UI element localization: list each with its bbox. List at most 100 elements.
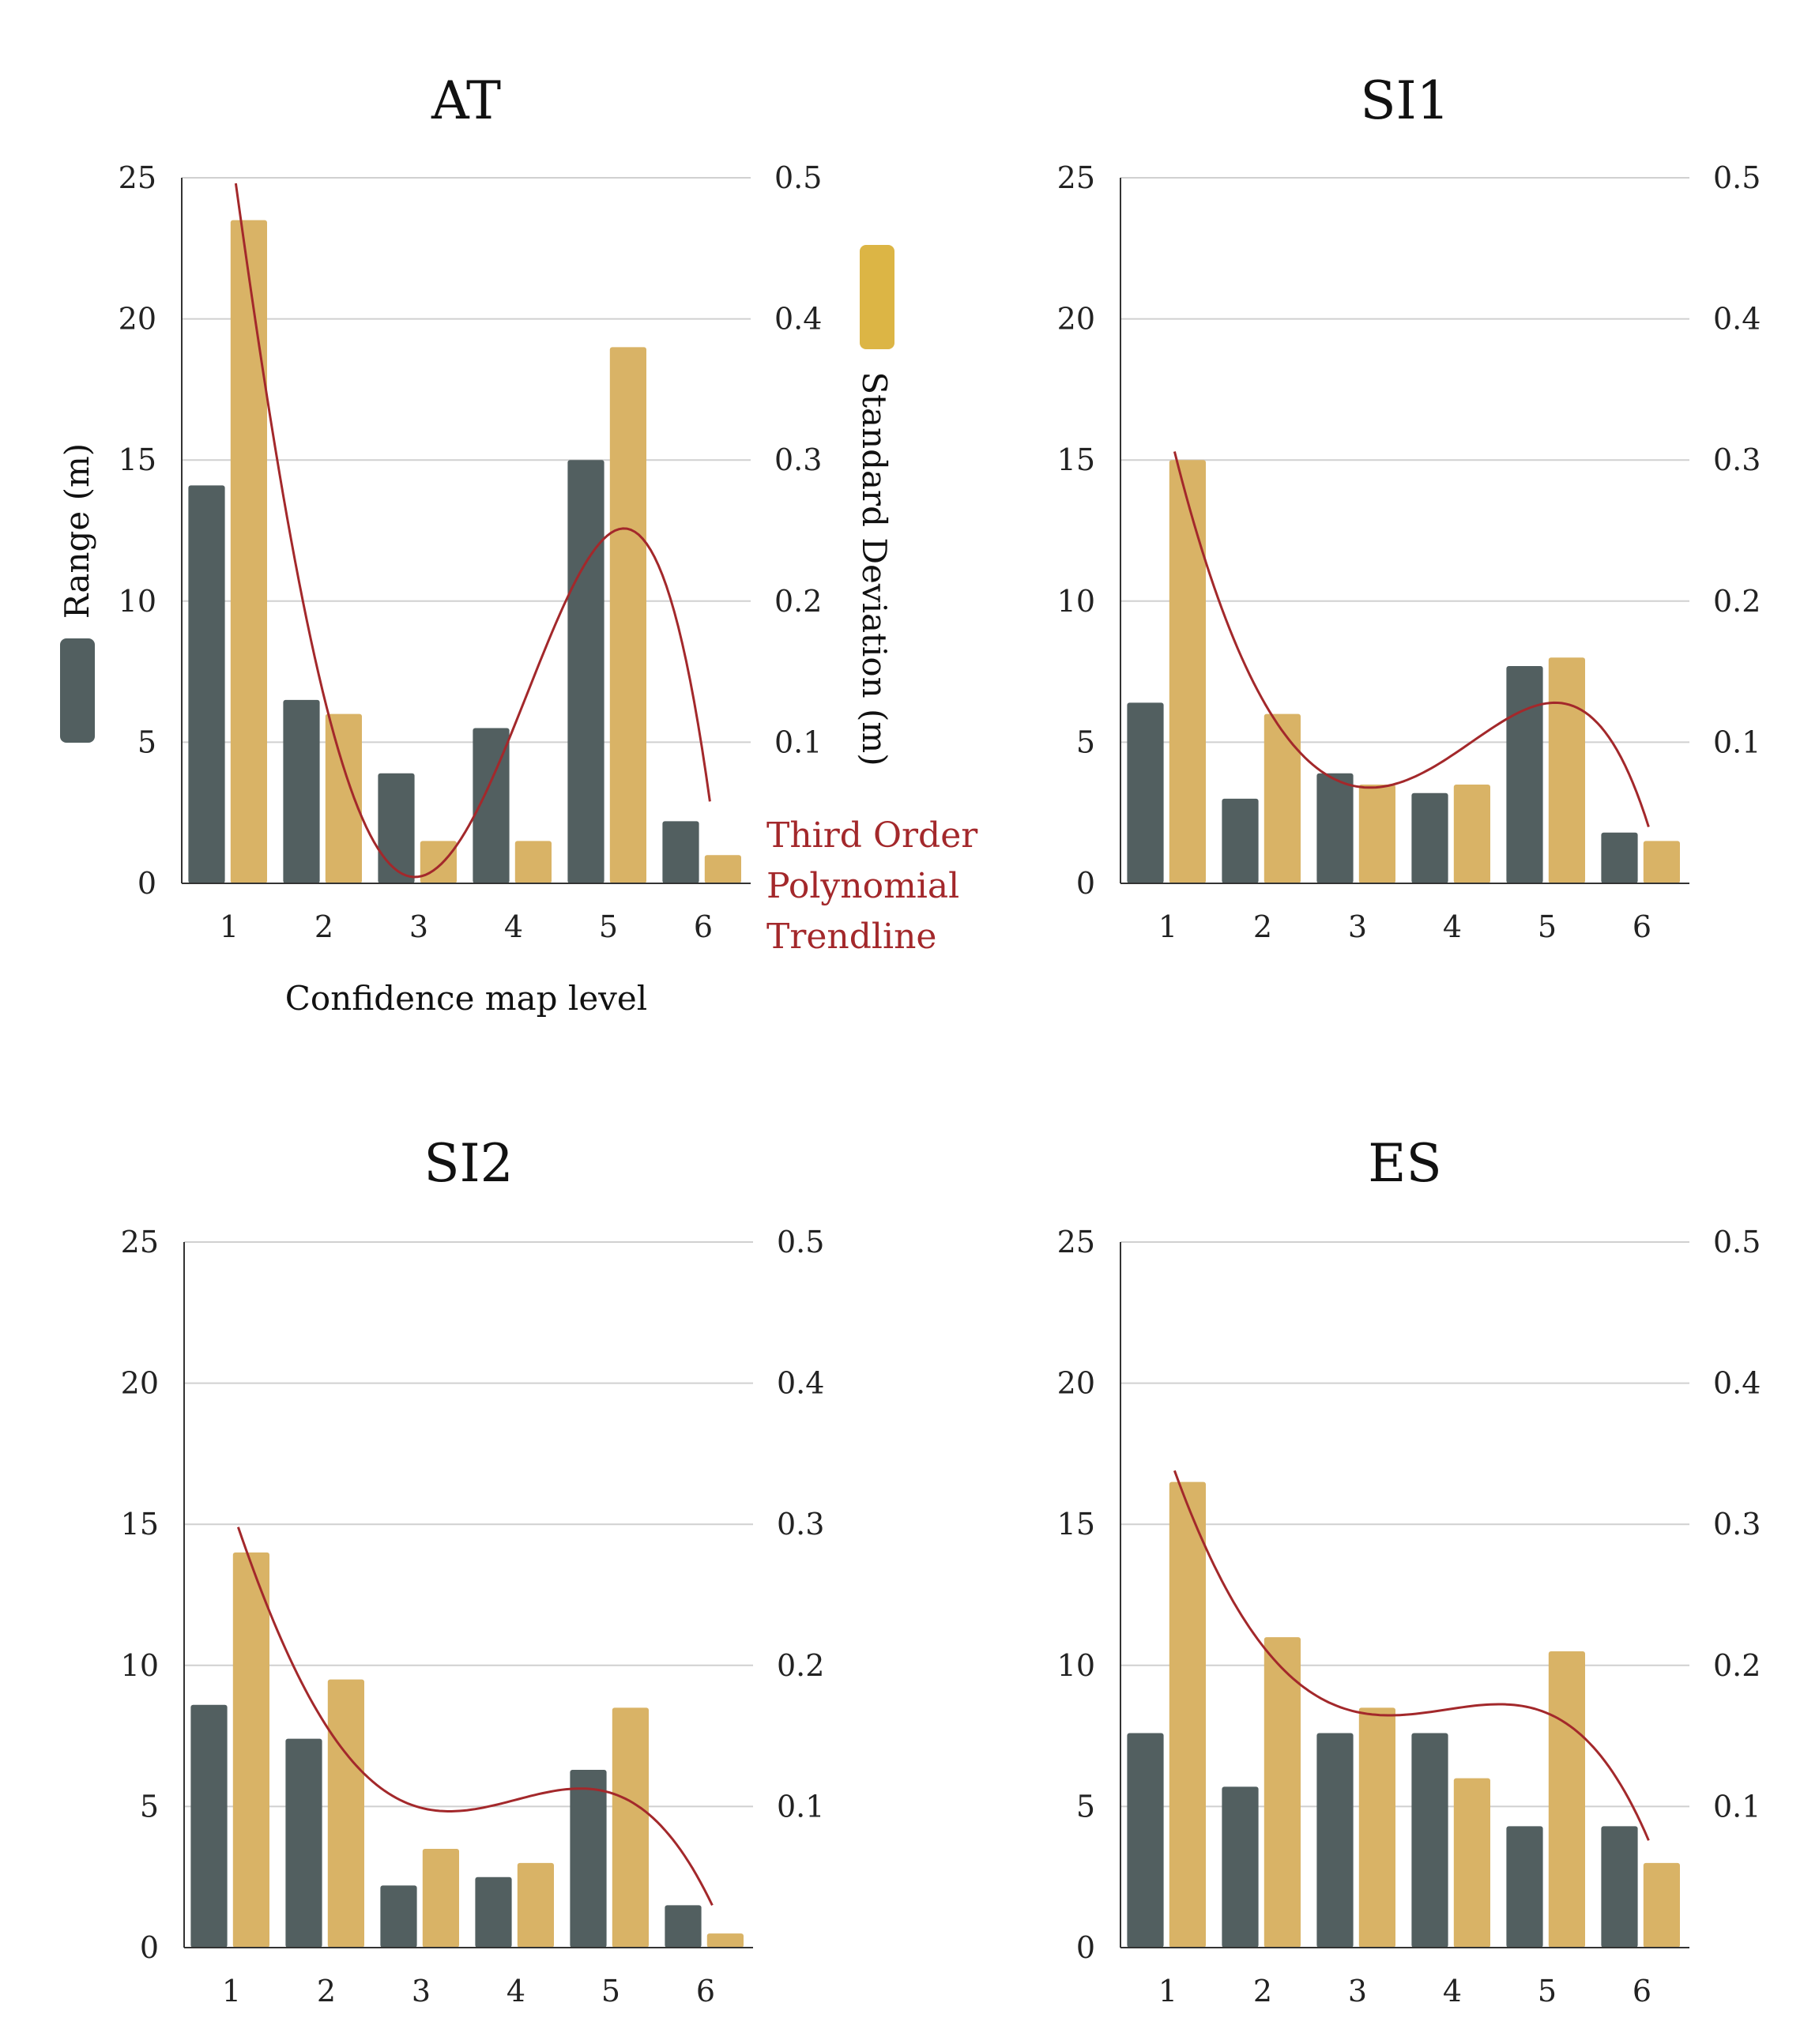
y2-tick-label: 0.3 bbox=[1713, 1507, 1761, 1541]
trendline-label: Polynomial bbox=[766, 866, 959, 906]
bar-range-1 bbox=[1127, 702, 1164, 883]
y-tick-label: 25 bbox=[119, 160, 156, 195]
y2-tick-label: 0.5 bbox=[774, 160, 822, 195]
panel-title: ES bbox=[1368, 1133, 1441, 1194]
bar-sd-3 bbox=[1358, 1707, 1395, 1948]
x-tick-label: 2 bbox=[1253, 909, 1272, 944]
bar-sd-5 bbox=[1548, 1651, 1585, 1948]
bar-sd-4 bbox=[1453, 1778, 1490, 1948]
y-tick-label: 25 bbox=[1057, 1225, 1095, 1259]
bar-range-6 bbox=[1601, 832, 1638, 883]
y-tick-label: 10 bbox=[1057, 1648, 1095, 1683]
y2-tick-label: 0.4 bbox=[1713, 1366, 1761, 1401]
bar-range-1 bbox=[1127, 1733, 1164, 1948]
y2-tick-label: 0.1 bbox=[1713, 1789, 1761, 1824]
y-tick-label: 10 bbox=[119, 584, 156, 619]
y2-tick-label: 0.2 bbox=[1713, 584, 1761, 619]
y-tick-label: 15 bbox=[1057, 442, 1095, 477]
x-tick-label: 1 bbox=[1158, 1974, 1177, 2008]
x-tick-label: 6 bbox=[696, 1974, 715, 2008]
bar-range-3 bbox=[1316, 773, 1354, 883]
x-tick-label: 1 bbox=[222, 1974, 241, 2008]
y2-tick-label: 0.5 bbox=[1713, 1225, 1761, 1259]
bar-sd-2 bbox=[325, 713, 362, 883]
bar-range-4 bbox=[1411, 1733, 1448, 1948]
y-tick-label: 5 bbox=[140, 1789, 159, 1824]
x-tick-label: 4 bbox=[1443, 1974, 1462, 2008]
y-tick-label: 20 bbox=[121, 1366, 159, 1401]
y-tick-label: 0 bbox=[1076, 866, 1095, 901]
bar-sd-6 bbox=[1643, 841, 1680, 883]
y2-tick-label: 0.2 bbox=[774, 584, 822, 619]
y-tick-label: 20 bbox=[1057, 1366, 1095, 1401]
x-tick-label: 2 bbox=[317, 1974, 336, 2008]
x-tick-label: 1 bbox=[220, 909, 239, 944]
y-tick-label: 15 bbox=[119, 442, 156, 477]
bar-sd-2 bbox=[327, 1679, 364, 1948]
y2-tick-label: 0.3 bbox=[774, 442, 822, 477]
x-tick-label: 6 bbox=[1633, 1974, 1651, 2008]
y2-tick-label: 0.4 bbox=[774, 302, 822, 337]
bar-sd-6 bbox=[1643, 1862, 1680, 1948]
bar-sd-2 bbox=[1264, 713, 1301, 883]
y-tick-label: 15 bbox=[1057, 1507, 1095, 1541]
bar-range-5 bbox=[570, 1769, 607, 1948]
bar-sd-5 bbox=[1548, 657, 1585, 883]
bar-range-1 bbox=[188, 485, 225, 883]
trendline-label: Third Order bbox=[766, 815, 978, 856]
bar-range-5 bbox=[1506, 665, 1543, 883]
chart-panel-si1: SI1 0 5 10 15 20 25 0.1 0.2 0.3 0.4 0.5 1 2 3 4 5 6 bbox=[1057, 70, 1761, 944]
bar-range-4 bbox=[1411, 792, 1448, 883]
bar-sd-3 bbox=[422, 1848, 459, 1948]
y2-tick-label: 0.3 bbox=[777, 1507, 824, 1541]
chart-panel-es: ES 0 5 10 15 20 25 0.1 0.2 0.3 0.4 0.5 1 2 3 4 5 6 bbox=[1057, 1133, 1761, 2008]
y2-axis-title: Standard Deviation (m) bbox=[855, 371, 894, 766]
y-tick-label: 20 bbox=[1057, 302, 1095, 337]
y-tick-label: 0 bbox=[1076, 1930, 1095, 1965]
trendline bbox=[1173, 1470, 1650, 1841]
x-tick-label: 5 bbox=[599, 909, 618, 944]
bar-sd-4 bbox=[1453, 784, 1490, 883]
bar-range-4 bbox=[475, 1876, 512, 1948]
x-tick-label: 1 bbox=[1158, 909, 1177, 944]
legend-swatch-sd bbox=[860, 245, 894, 349]
x-tick-label: 3 bbox=[412, 1974, 431, 2008]
x-tick-label: 3 bbox=[409, 909, 428, 944]
bar-sd-2 bbox=[1264, 1637, 1301, 1948]
bar-range-5 bbox=[1506, 1826, 1543, 1948]
bar-range-2 bbox=[283, 699, 320, 883]
x-tick-label: 2 bbox=[1253, 1974, 1272, 2008]
bar-range-2 bbox=[1222, 1786, 1259, 1948]
y2-tick-label: 0.3 bbox=[1713, 442, 1761, 477]
x-tick-label: 5 bbox=[1538, 909, 1557, 944]
bar-range-5 bbox=[567, 460, 604, 883]
bar-range-1 bbox=[190, 1704, 228, 1948]
y2-tick-label: 0.2 bbox=[777, 1648, 824, 1683]
chart-panel-at: AT 0 5 10 15 20 25 0.1 0.2 0.3 0.4 0.5 1 2 3 4 5 6 Confide… bbox=[58, 70, 978, 1018]
trendline bbox=[1173, 451, 1650, 828]
y2-tick-label: 0.1 bbox=[1713, 725, 1761, 759]
bar-range-2 bbox=[1222, 798, 1259, 883]
y-tick-label: 0 bbox=[140, 1930, 159, 1965]
x-tick-label: 5 bbox=[1538, 1974, 1557, 2008]
y-tick-label: 20 bbox=[119, 302, 156, 337]
x-tick-label: 6 bbox=[1633, 909, 1651, 944]
y-tick-label: 10 bbox=[121, 1648, 159, 1683]
y-tick-label: 5 bbox=[1076, 1789, 1095, 1824]
x-tick-label: 4 bbox=[507, 1974, 525, 2008]
bar-sd-5 bbox=[612, 1707, 649, 1948]
bar-sd-6 bbox=[706, 1933, 744, 1948]
x-tick-label: 3 bbox=[1348, 909, 1367, 944]
bar-range-6 bbox=[665, 1905, 702, 1948]
panel-title: AT bbox=[431, 70, 501, 131]
y-axis-title: Range (m) bbox=[58, 443, 96, 619]
chart-panel-si2: SI2 0 5 10 15 20 25 0.1 0.2 0.3 0.4 0.5 1 2 3 4 5 6 bbox=[121, 1133, 825, 2008]
x-tick-label: 6 bbox=[694, 909, 713, 944]
y2-tick-label: 0.5 bbox=[777, 1225, 824, 1259]
x-tick-label: 3 bbox=[1348, 1974, 1367, 2008]
y-tick-label: 25 bbox=[121, 1225, 159, 1259]
bar-sd-3 bbox=[1358, 784, 1395, 883]
bar-sd-1 bbox=[230, 220, 267, 884]
y2-tick-label: 0.1 bbox=[774, 725, 822, 759]
